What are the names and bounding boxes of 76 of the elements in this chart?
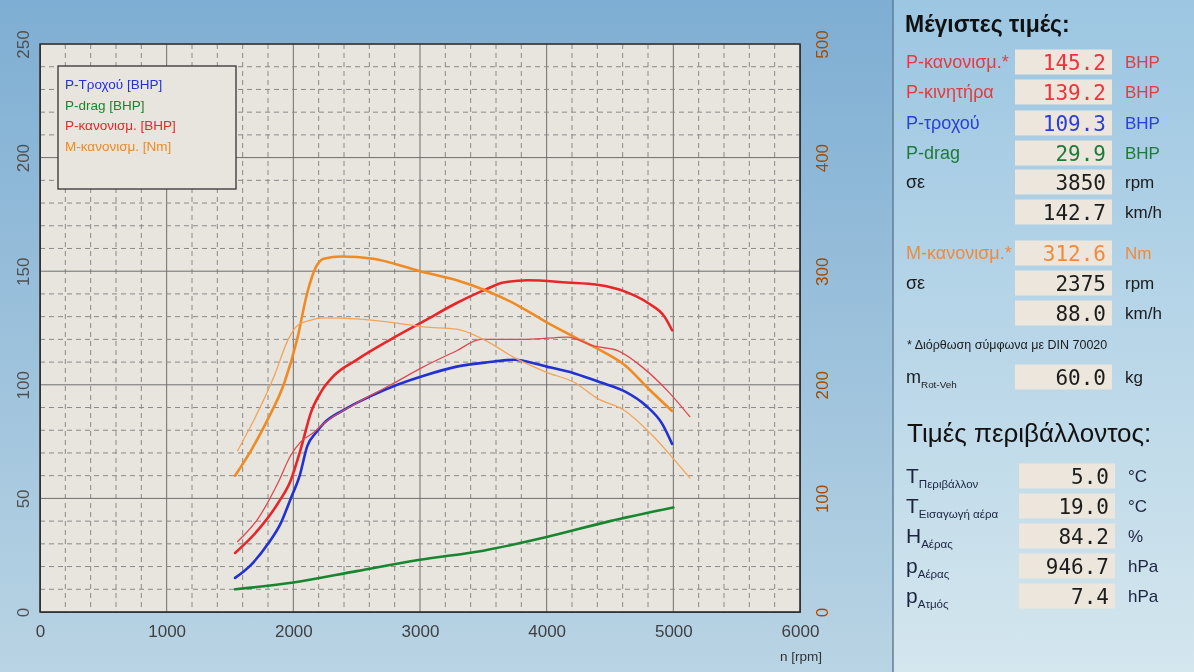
line-series [233, 255, 674, 477]
text: T$_{Εισαγωγή αέρα}$ [906, 494, 999, 521]
text: 2375 [1055, 271, 1106, 296]
text: kg [1125, 368, 1143, 388]
text: 946.7 [1045, 554, 1109, 579]
text: 29.9 [1055, 141, 1106, 166]
text: 5.0 [1071, 464, 1109, 489]
x-tick-label: 5000 [654, 622, 693, 642]
line-series [236, 336, 691, 543]
y-tick-label: 200 [14, 143, 33, 173]
y-tick-label: 150 [14, 257, 33, 286]
text: p$_{Αέρας}$ [906, 554, 950, 581]
text: P-κινητήρα [906, 82, 994, 103]
text: rpm [1125, 173, 1155, 193]
y2-tick-label: 0 [813, 607, 832, 618]
text: BHP [1125, 83, 1160, 103]
text: hPa [1128, 587, 1159, 607]
text: P-drag [BHP] [65, 97, 145, 113]
y2-tick-label: 200 [813, 371, 832, 400]
text: Nm [1125, 244, 1152, 264]
text: °C [1128, 467, 1148, 487]
text: Μέγιστες τιμές: [905, 11, 1070, 37]
text: °C [1128, 497, 1148, 517]
text: 312.6 [1042, 241, 1106, 266]
text: hPa [1128, 557, 1159, 577]
text: km/h [1125, 304, 1162, 324]
text: 139.2 [1042, 80, 1106, 105]
x-tick-label: 2000 [274, 622, 313, 642]
text: rpm [1125, 274, 1155, 294]
y2-tick-label: 500 [813, 30, 832, 59]
text: m$_{Rot-Veh}$ [906, 367, 957, 390]
text: 88.0 [1055, 301, 1106, 326]
y2-tick-label: 300 [813, 257, 832, 286]
x-tick-label: 0 [35, 622, 46, 642]
text: H$_{Αέρας}$ [906, 524, 954, 551]
text: σε [906, 273, 926, 294]
text: P-Τροχού [BHP] [65, 77, 163, 92]
text: 84.2 [1058, 524, 1109, 549]
line-series [236, 317, 691, 479]
text: km/h [1125, 203, 1162, 223]
y2-tick-label: 100 [813, 484, 832, 514]
text: P-τροχού [906, 113, 980, 134]
text: T$_{Περιβάλλον}$ [906, 464, 979, 491]
text: % [1128, 527, 1144, 547]
text: 142.7 [1042, 200, 1106, 225]
y-tick-label: 100 [14, 371, 33, 400]
text: BHP [1125, 53, 1160, 73]
y-tick-label: 50 [14, 489, 33, 509]
x-tick-label: 1000 [148, 622, 187, 642]
line-series [233, 506, 675, 591]
text: σε [906, 172, 926, 193]
text: 60.0 [1055, 365, 1106, 390]
line-series [233, 358, 674, 580]
y2-tick-label: 400 [813, 143, 832, 173]
text: p$_{Ατμός}$ [906, 584, 950, 611]
x-tick-label: 4000 [528, 622, 567, 642]
text: * Διόρθωση σύμφωνα με DIN 70020 [907, 337, 1108, 352]
text: Τιμές περιβάλλοντος: [907, 418, 1152, 448]
text: 3850 [1055, 170, 1106, 195]
text: P-κανονισμ. [BHP] [65, 118, 176, 133]
y-tick-label: 250 [14, 30, 33, 59]
line-series [233, 278, 674, 555]
text: 109.3 [1042, 111, 1106, 136]
text: P-drag [906, 143, 961, 164]
text: 145.2 [1042, 50, 1106, 75]
text: M-κανονισμ. [Nm] [65, 138, 172, 154]
x-tick-label: 6000 [781, 622, 820, 642]
text: 7.4 [1071, 584, 1109, 609]
x-axis-title: n [rpm] [779, 649, 822, 664]
text: M-κανονισμ.* [906, 243, 1012, 264]
text: BHP [1125, 144, 1160, 164]
text: 19.0 [1058, 494, 1109, 519]
text: BHP [1125, 114, 1160, 134]
y-tick-label: 0 [14, 607, 33, 618]
x-tick-label: 3000 [401, 622, 440, 642]
text: P-κανονισμ.* [906, 52, 1009, 73]
